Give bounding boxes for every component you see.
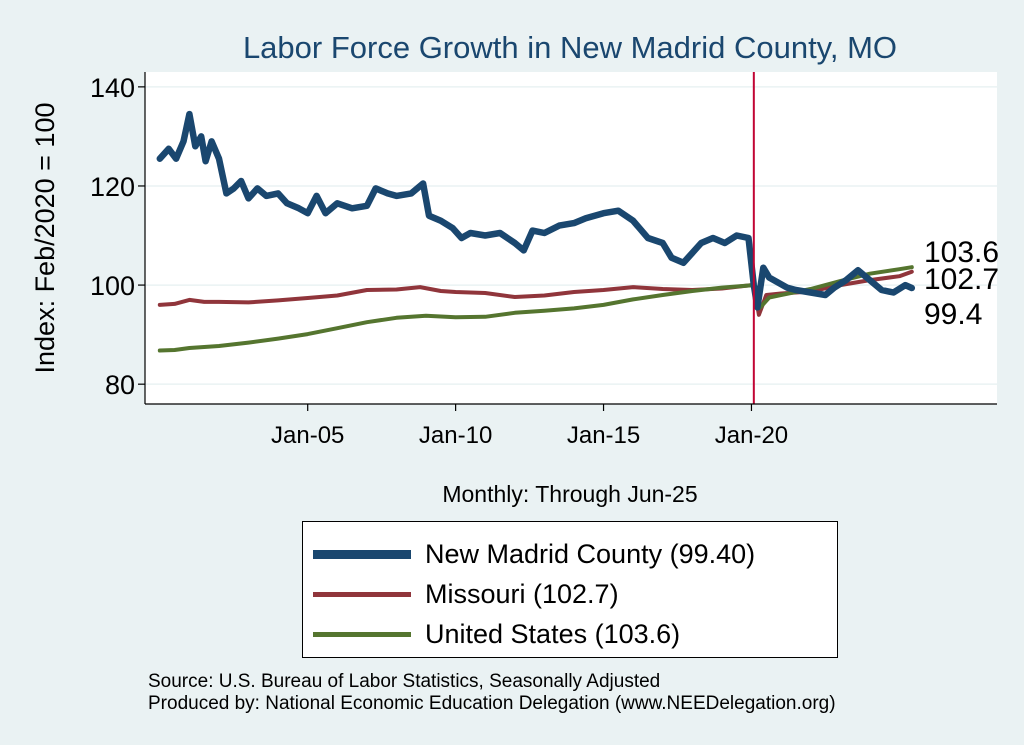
series-line-new-madrid-county bbox=[156, 110, 916, 311]
x-axis-label: Monthly: Through Jun-25 bbox=[442, 481, 697, 507]
legend-label-united-states: United States (103.6) bbox=[425, 618, 681, 649]
y-tick-label-140: 140 bbox=[90, 73, 135, 103]
legend-label-missouri: Missouri (102.7) bbox=[425, 578, 619, 609]
y-tick-label-120: 120 bbox=[90, 172, 135, 202]
end-label-missouri: 102.7 bbox=[924, 263, 999, 296]
series-layer bbox=[156, 110, 916, 353]
x-ticks: Jan-05 Jan-10 Jan-15 Jan-20 bbox=[271, 404, 788, 449]
y-ticks: 80 100 120 140 bbox=[90, 73, 145, 400]
produced-by-note: Produced by: National Economic Education… bbox=[148, 693, 836, 714]
x-tick-label-Jan-10: Jan-10 bbox=[419, 422, 492, 449]
source-note: Source: U.S. Bureau of Labor Statistics,… bbox=[148, 671, 661, 692]
footer-notes: Source: U.S. Bureau of Labor Statistics,… bbox=[148, 671, 836, 715]
y-tick-label-80: 80 bbox=[105, 370, 135, 400]
y-axis-label: Index: Feb/2020 = 100 bbox=[30, 103, 60, 374]
end-label-new-madrid: 99.4 bbox=[924, 298, 982, 331]
x-tick-label-Jan-05: Jan-05 bbox=[271, 422, 344, 449]
series-line-united-states bbox=[157, 265, 914, 353]
gridlines bbox=[145, 86, 997, 385]
legend-swatch-missouri bbox=[313, 592, 411, 597]
legend-item-united-states: United States (103.6) bbox=[303, 614, 837, 654]
legend: New Madrid County (99.40) Missouri (102.… bbox=[302, 521, 838, 658]
chart-title: Labor Force Growth in New Madrid County,… bbox=[243, 30, 897, 65]
legend-swatch-united-states bbox=[313, 632, 411, 637]
end-label-united-states: 103.6 bbox=[924, 236, 999, 269]
x-tick-label-Jan-20: Jan-20 bbox=[715, 422, 788, 449]
legend-item-missouri: Missouri (102.7) bbox=[303, 574, 837, 614]
y-tick-label-100: 100 bbox=[90, 271, 135, 301]
x-tick-label-Jan-15: Jan-15 bbox=[567, 422, 640, 449]
legend-swatch-new-madrid bbox=[313, 550, 411, 559]
legend-label-new-madrid: New Madrid County (99.40) bbox=[425, 538, 756, 569]
legend-item-new-madrid: New Madrid County (99.40) bbox=[303, 534, 837, 574]
plot-area bbox=[145, 72, 997, 404]
